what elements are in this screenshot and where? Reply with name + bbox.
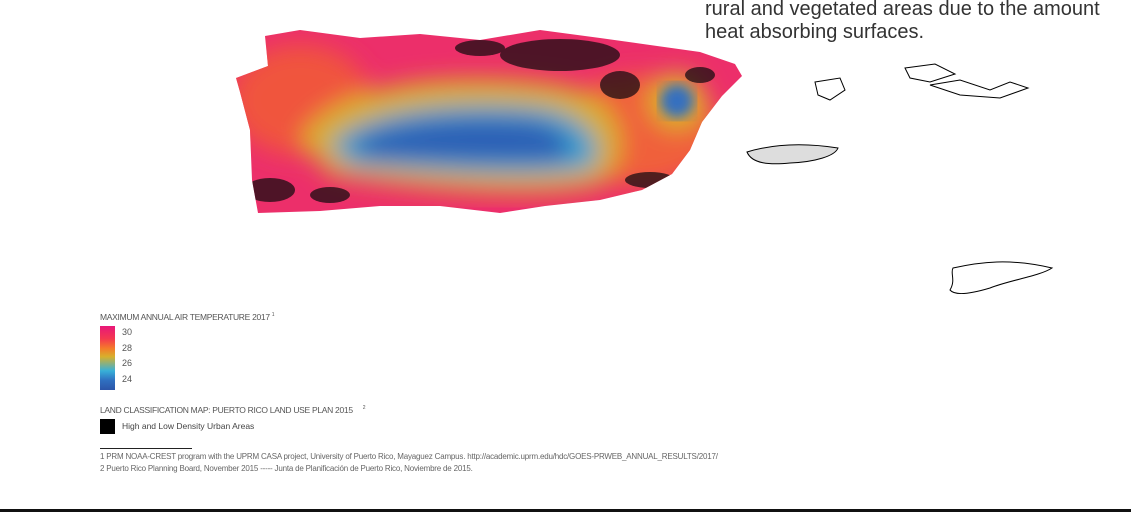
landuse-legend-title: LAND CLASSIFICATION MAP: PUERTO RICO LAN…	[100, 405, 366, 415]
temperature-color-ramp	[100, 326, 115, 390]
legend-tick: 30	[122, 327, 133, 337]
body-text-line2: heat absorbing surfaces.	[705, 21, 925, 43]
urban-areas	[245, 39, 715, 203]
body-text: rural and vegetated areas due to the amo…	[705, 0, 1100, 44]
temperature-map	[236, 30, 1054, 295]
temperature-legend-title: MAXIMUM ANNUAL AIR TEMPERATURE 2017 1	[100, 312, 275, 322]
bottom-rule	[0, 509, 1131, 512]
footnote-2: 2 Puerto Rico Planning Board, November 2…	[100, 464, 473, 473]
legend-tick: 28	[122, 343, 133, 353]
footnote-divider	[100, 448, 192, 449]
main-island	[236, 30, 742, 213]
footnote-1: 1 PRM NOAA-CREST program with the UPRM C…	[100, 452, 718, 461]
legend-tick: 26	[122, 358, 133, 368]
urban-label: High and Low Density Urban Areas	[122, 421, 255, 431]
legend-tick: 24	[122, 374, 133, 384]
small-islands	[746, 63, 1054, 295]
body-text-line1: rural and vegetated areas due to the amo…	[705, 0, 1100, 20]
urban-swatch	[100, 419, 115, 434]
